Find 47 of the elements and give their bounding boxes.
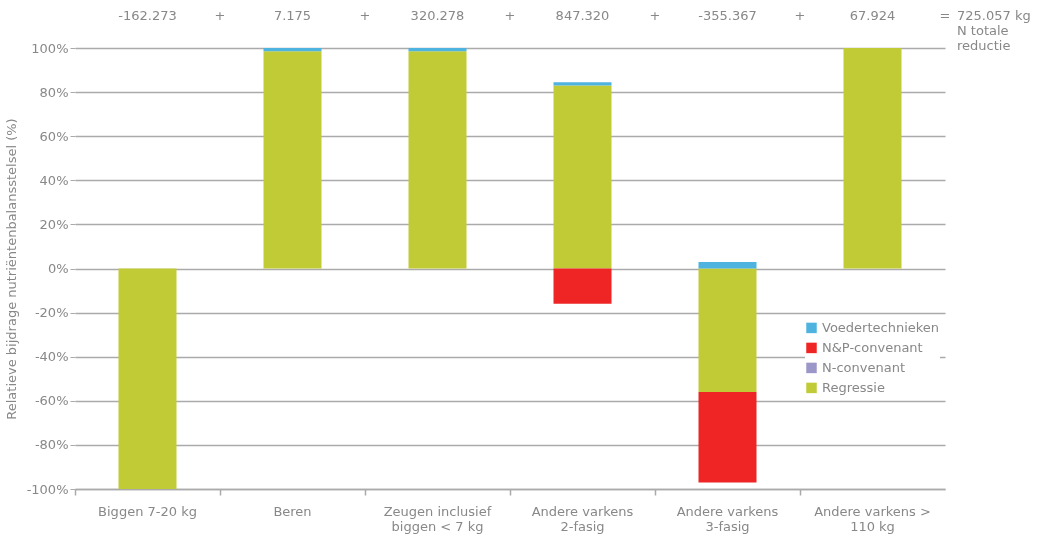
bar (408, 51, 467, 269)
y-tick-label: -80% (34, 437, 69, 453)
x-tick-label: Biggen 7-20 kg (98, 503, 197, 519)
y-tick-label: 20% (39, 216, 69, 232)
y-axis-title: Relatieve bijdrage nutriëntenbalansstelsel (%) (3, 118, 19, 420)
y-tick-label: -100% (26, 481, 69, 497)
x-tick-label: Andere varkens 2-fasig (531, 503, 634, 534)
y-tick-label: -20% (34, 305, 69, 321)
legend-label: Regressie (822, 379, 885, 395)
x-tick-label: Beren (273, 503, 312, 519)
y-tick-label: 60% (39, 128, 69, 144)
bar (263, 51, 322, 269)
text: 67.924 (849, 8, 896, 23)
text: + (649, 8, 661, 23)
bar (553, 82, 612, 86)
text: -162.273 (118, 8, 177, 23)
x-tick-label: Andere varkens > 110 kg (814, 503, 931, 534)
text: + (214, 8, 226, 23)
legend-label: N&P-convenant (822, 339, 923, 355)
y-tick-label: 100% (31, 40, 69, 56)
text: 725.057 kg N totale reductie (957, 8, 1032, 53)
y-tick-label: 40% (39, 172, 69, 188)
bar (263, 48, 322, 52)
bar (843, 48, 902, 269)
text: 320.278 (410, 8, 465, 23)
y-tick-label: 0% (47, 261, 69, 276)
text: 847.320 (555, 8, 610, 23)
y-tick-label: -60% (34, 393, 69, 409)
text: 7.175 (273, 8, 312, 23)
text: + (504, 8, 516, 23)
text: -355.367 (698, 8, 757, 23)
bar (698, 261, 757, 269)
y-tick-label: -40% (34, 349, 69, 365)
bar (553, 268, 612, 304)
x-tick-label: Andere varkens 3-fasig (676, 503, 779, 534)
y-tick-label: 80% (39, 84, 69, 100)
legend-label: Voedertechnieken (822, 319, 940, 335)
bar (698, 391, 757, 483)
legend-label: N-convenant (822, 359, 905, 375)
bar (408, 48, 467, 52)
bar (553, 85, 612, 269)
bar (118, 268, 177, 489)
text: = (939, 8, 951, 23)
bar (698, 268, 757, 392)
x-tick-label: Zeugen inclusief biggen < 7 kg (383, 503, 492, 534)
text: + (359, 8, 371, 23)
text: + (794, 8, 806, 23)
